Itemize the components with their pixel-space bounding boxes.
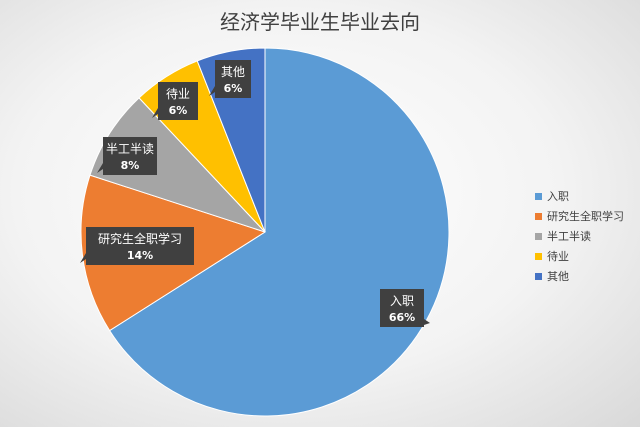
data-label-value-3: 6% [169,104,188,117]
legend-label-1: 研究生全职学习 [547,210,624,223]
data-label-value-4: 6% [224,82,243,95]
legend-item-1: 研究生全职学习 [535,206,624,226]
legend-item-3: 待业 [535,246,624,266]
data-label-category-1: 研究生全职学习 [98,231,182,246]
data-label-box-2 [97,137,157,175]
legend-label-2: 半工半读 [547,230,591,243]
data-label-value-2: 8% [121,159,140,172]
legend-swatch-1 [535,212,542,220]
legend-swatch-2 [535,232,542,240]
data-label-category-2: 半工半读 [106,142,154,156]
legend-swatch-0 [535,192,542,200]
data-label-category-4: 其他 [221,65,245,79]
data-labels: 入职 66% 研究生全职学习 14% 半工半读 8% 待业 6% 其他 6% [80,60,430,327]
data-label-0: 入职 66% [380,289,430,327]
data-label-value-0: 66% [389,311,415,324]
legend-swatch-3 [535,252,542,260]
data-label-category-0: 入职 [390,294,414,308]
data-label-box-4 [209,60,251,98]
pie-slice-2 [89,97,266,233]
legend-label-4: 其他 [547,270,569,283]
data-label-1: 研究生全职学习 14% [80,227,194,265]
data-label-4: 其他 6% [209,60,251,98]
legend-label-3: 待业 [547,250,569,263]
legend-item-4: 其他 [535,266,624,286]
chart-title: 经济学毕业生毕业去向 [220,10,420,34]
data-label-box-0 [380,289,430,327]
data-label-category-3: 待业 [166,87,190,101]
data-label-2: 半工半读 8% [97,137,157,175]
data-label-box-3 [152,82,198,120]
data-label-box-1 [80,227,194,265]
legend-label-0: 入职 [547,190,569,203]
data-label-value-1: 14% [127,249,153,262]
legend-item-0: 入职 [535,186,624,206]
data-label-3: 待业 6% [152,82,198,120]
legend-item-2: 半工半读 [535,226,624,246]
legend: 入职研究生全职学习 半工半读待业其他 [535,186,624,286]
legend-swatch-4 [535,272,542,280]
